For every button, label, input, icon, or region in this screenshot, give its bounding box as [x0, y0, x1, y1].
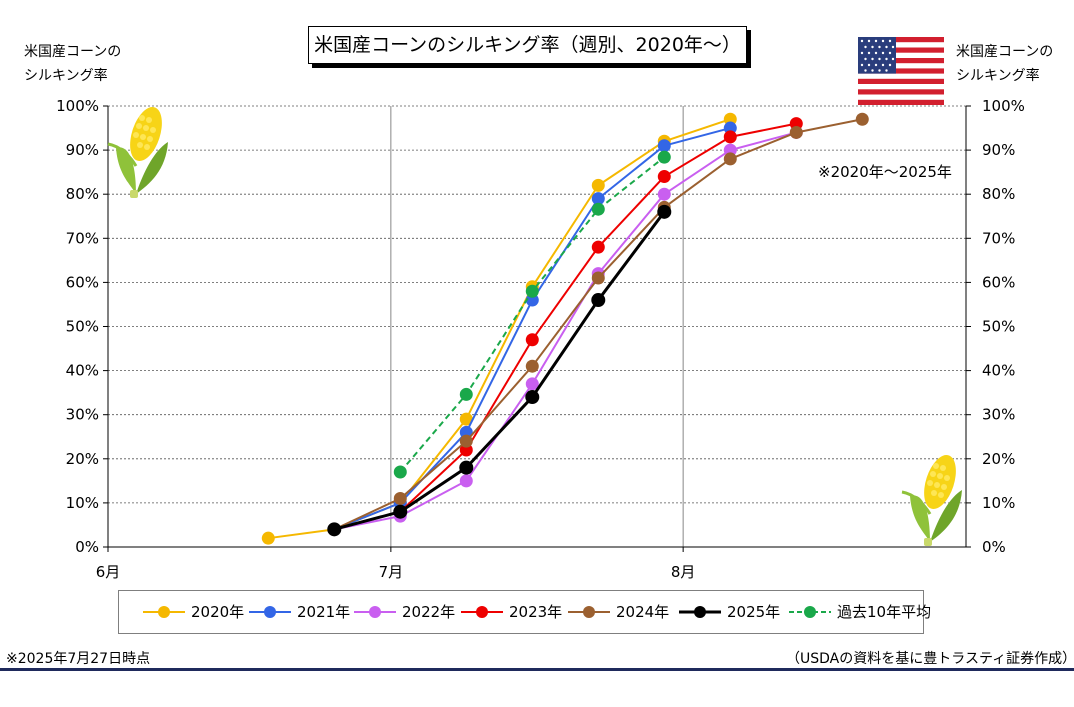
corn-icon-left	[107, 107, 168, 198]
series-line	[334, 122, 797, 531]
data-point	[525, 333, 539, 347]
right-tick-label: 0%	[982, 538, 1006, 556]
legend-swatch	[249, 606, 291, 618]
left-tick-label: 0%	[75, 538, 99, 556]
period-note: ※2020年～2025年	[818, 163, 952, 181]
left-tick-label: 80%	[66, 185, 99, 203]
left-tick-label: 30%	[66, 406, 99, 424]
series-line	[334, 131, 797, 531]
data-point	[459, 412, 473, 426]
data-point	[525, 377, 539, 391]
legend-swatch	[789, 606, 831, 618]
legend-swatch	[354, 606, 396, 618]
chart-title: 米国産コーンのシルキング率（週別、2020年～）	[308, 26, 747, 64]
data-point	[459, 434, 473, 448]
data-point	[657, 150, 671, 164]
legend-label: 2024年	[616, 603, 670, 621]
x-tick-label: 6月	[96, 563, 121, 581]
series-2024年	[327, 112, 869, 536]
data-point	[657, 187, 671, 201]
right-axis-title-line2: シルキング率	[956, 68, 1040, 84]
data-point	[393, 491, 407, 505]
right-tick-label: 80%	[982, 185, 1015, 203]
data-point	[525, 359, 539, 373]
series-2025年	[327, 204, 672, 537]
series-line	[333, 127, 731, 531]
data-point	[327, 522, 342, 537]
legend-label: 2020年	[191, 603, 245, 621]
data-point	[525, 390, 540, 405]
right-tick-label: 10%	[982, 494, 1015, 512]
data-point	[525, 284, 539, 298]
data-point	[657, 204, 672, 219]
right-tick-label: 20%	[982, 450, 1015, 468]
data-point	[393, 504, 408, 519]
right-tick-label: 50%	[982, 318, 1015, 336]
legend-swatch	[461, 606, 503, 618]
left-tick-label: 90%	[66, 141, 99, 159]
legend-swatch	[679, 606, 721, 618]
data-point	[591, 178, 605, 192]
left-tick-label: 70%	[66, 229, 99, 247]
left-tick-label: 10%	[66, 494, 99, 512]
right-tick-label: 70%	[982, 229, 1015, 247]
right-tick-label: 100%	[982, 97, 1025, 115]
x-tick-label: 7月	[379, 563, 404, 581]
data-point	[657, 139, 671, 153]
data-point	[459, 460, 474, 475]
data-point	[459, 474, 473, 488]
corn-icon-right	[901, 455, 962, 546]
series-line	[399, 156, 665, 473]
legend-label: 2025年	[727, 603, 781, 621]
legend-swatch	[143, 606, 185, 618]
data-point	[261, 531, 275, 545]
series-line	[333, 210, 666, 531]
data-point	[723, 130, 737, 144]
left-tick-label: 100%	[56, 97, 99, 115]
series-過去10年平均	[393, 150, 671, 479]
series-layer	[261, 112, 869, 545]
axes: 0% 0% 10% 10% 20% 20% 30% 30% 40% 40% 50% 50% 60% 60%…	[56, 97, 1025, 581]
right-tick-label: 60%	[982, 273, 1015, 291]
data-point	[789, 125, 803, 139]
left-tick-label: 20%	[66, 450, 99, 468]
left-axis-title-line1: 米国産コーンの	[24, 44, 122, 60]
legend-label: 2023年	[509, 603, 563, 621]
us-flag-icon	[858, 37, 944, 105]
left-tick-label: 40%	[66, 362, 99, 380]
data-point	[855, 112, 869, 126]
left-axis-title-line2: シルキング率	[24, 68, 108, 84]
legend-label: 2021年	[297, 603, 351, 621]
right-axis-title: 米国産コーンの シルキング率	[956, 40, 1053, 88]
left-tick-label: 50%	[66, 318, 99, 336]
data-point	[591, 202, 605, 216]
legend-label: 過去10年平均	[837, 603, 932, 621]
right-tick-label: 30%	[982, 406, 1015, 424]
left-axis-title: 米国産コーンの シルキング率	[24, 40, 121, 88]
footer-date-note: ※2025年7月27日時点	[6, 651, 151, 667]
left-tick-label: 60%	[66, 273, 99, 291]
right-axis-title-line1: 米国産コーンの	[956, 44, 1054, 60]
legend-label: 2022年	[402, 603, 456, 621]
data-point	[723, 152, 737, 166]
right-tick-label: 90%	[982, 141, 1015, 159]
footer-source-note: （USDAの資料を基に豊トラスティ証券作成）	[786, 651, 1074, 667]
x-tick-label: 8月	[671, 563, 696, 581]
footer-rule	[0, 668, 1074, 671]
data-point	[393, 465, 407, 479]
right-tick-label: 40%	[982, 362, 1015, 380]
data-point	[657, 170, 671, 184]
data-point	[591, 192, 605, 206]
data-point	[591, 240, 605, 254]
legend-swatch	[568, 606, 610, 618]
data-point	[591, 293, 606, 308]
legend: 2020年 2021年 2022年 2023年 2024年 2025年 過去10年平均	[118, 590, 931, 634]
data-point	[591, 271, 605, 285]
series-2021年	[327, 121, 737, 536]
data-point	[459, 387, 473, 401]
